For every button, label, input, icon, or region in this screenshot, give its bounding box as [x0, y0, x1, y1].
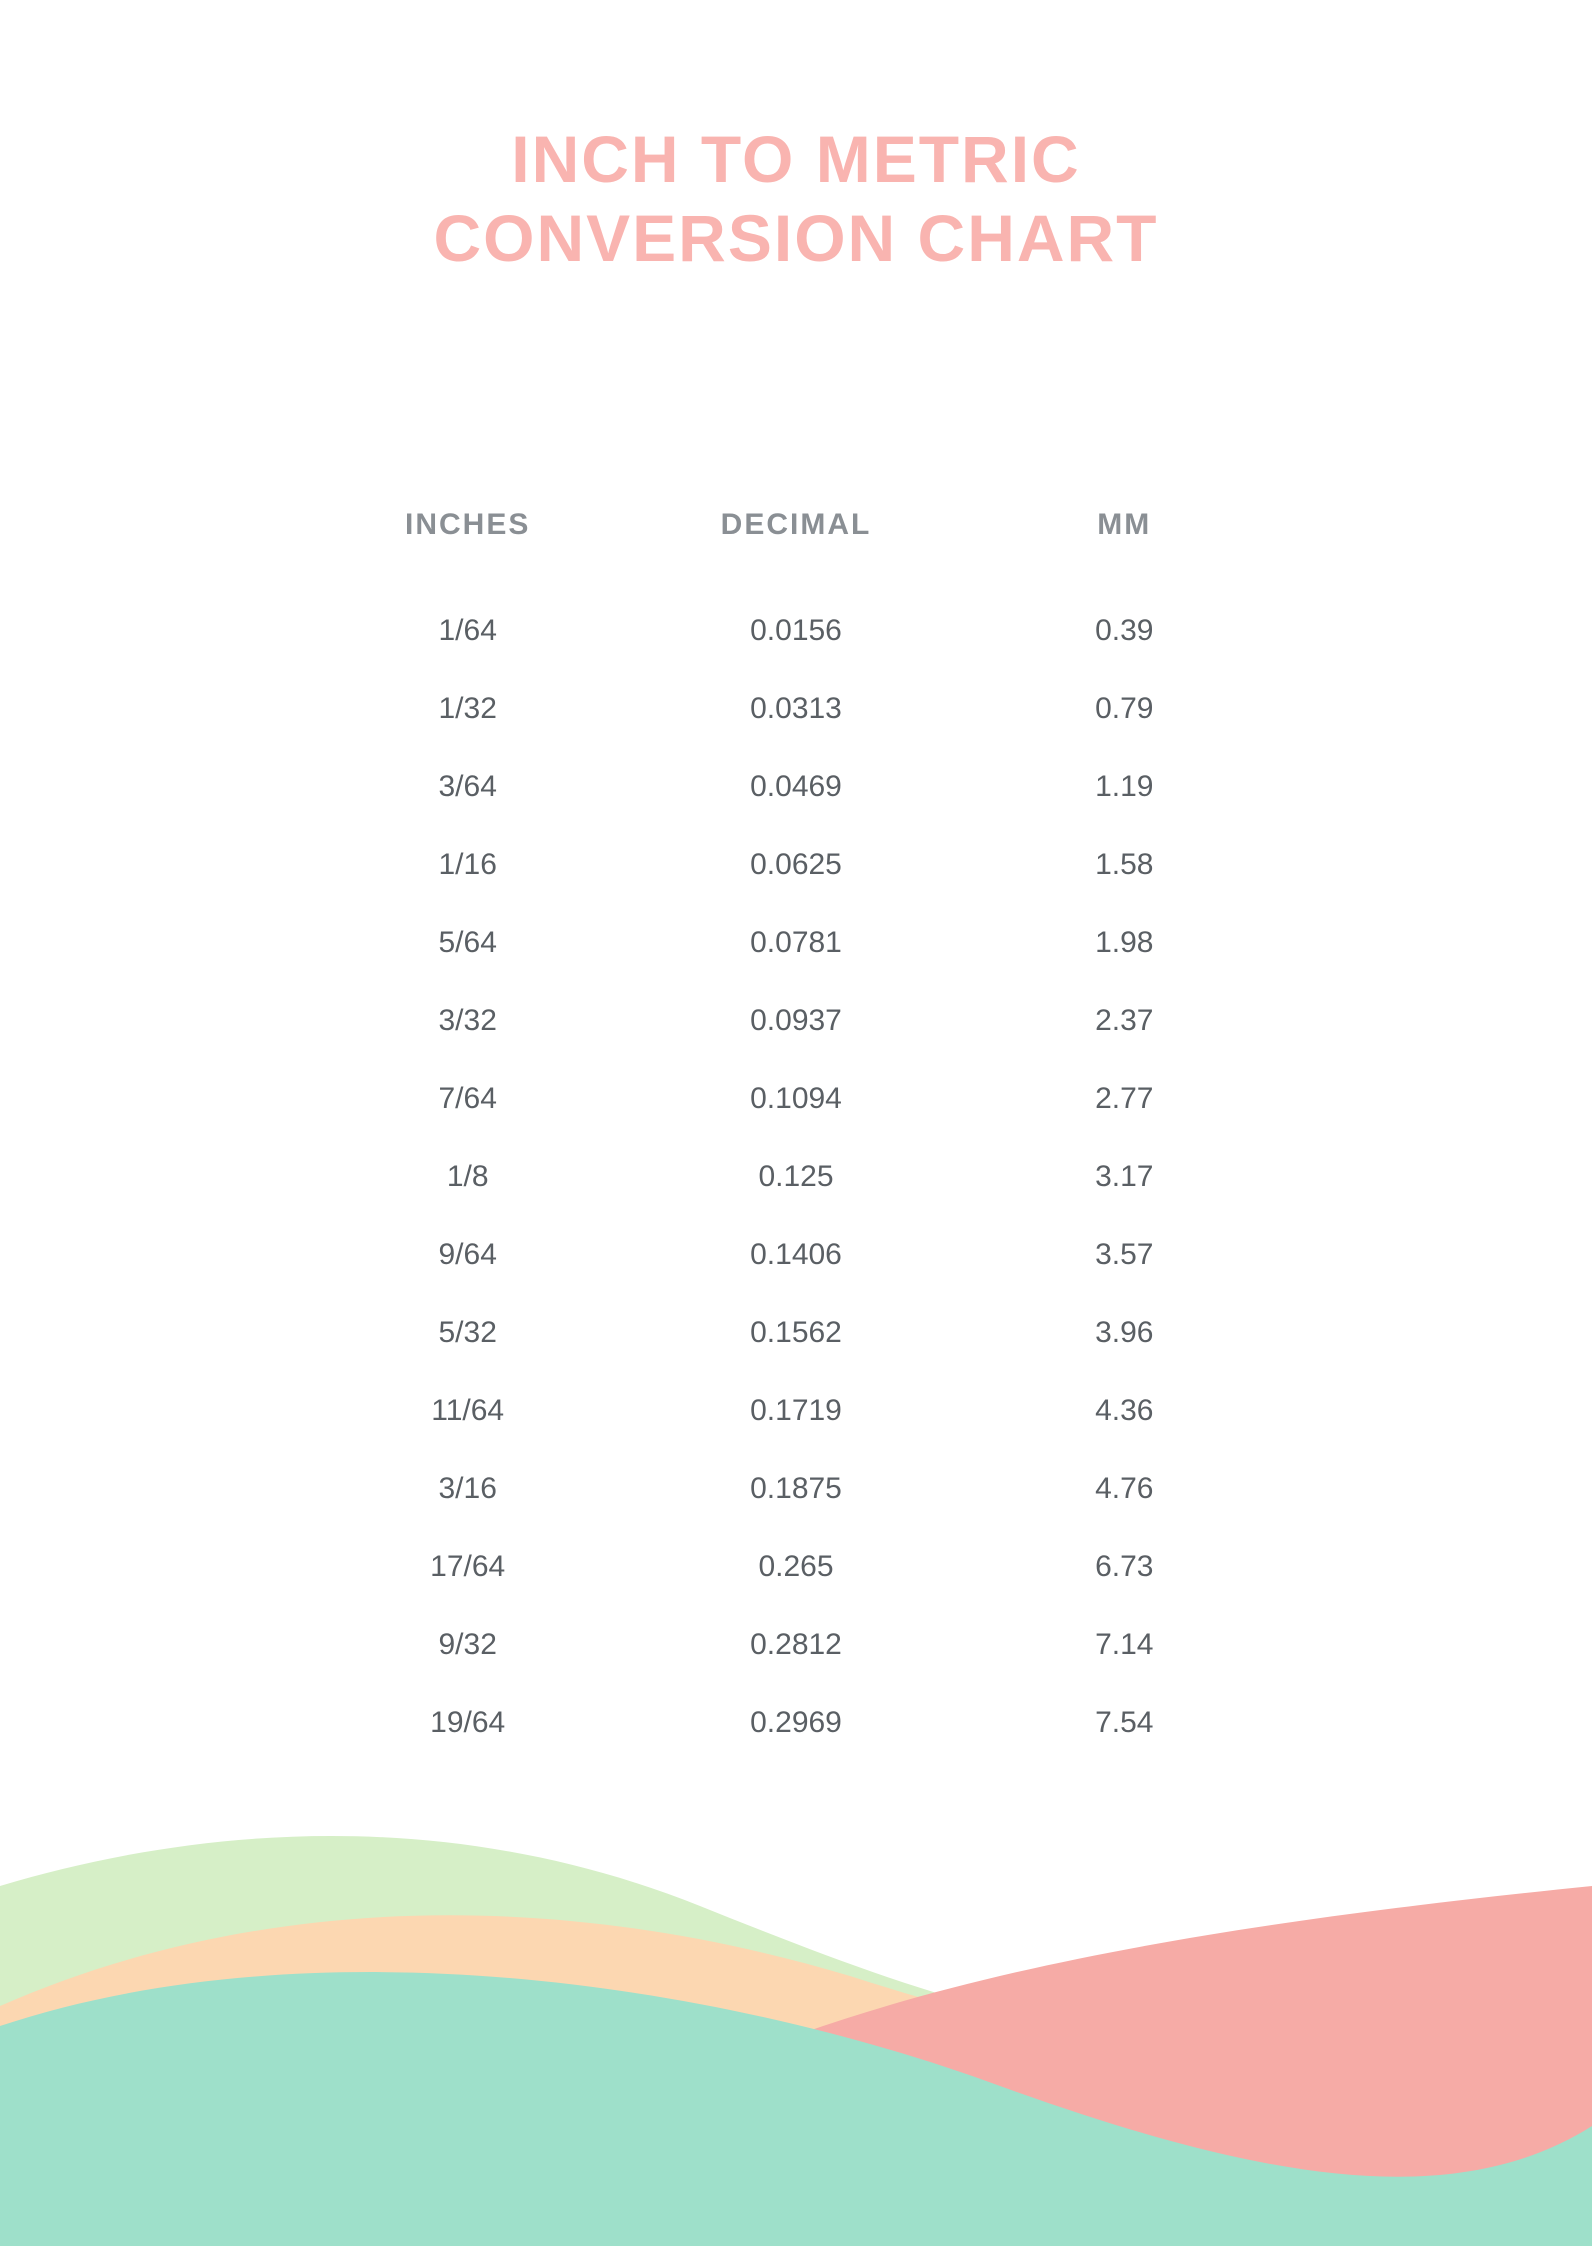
table-cell: 3.57 — [963, 1238, 1286, 1272]
table-cell: 1.19 — [963, 770, 1286, 804]
table-cell: 0.1562 — [634, 1316, 957, 1350]
table-cell: 1/16 — [306, 848, 629, 882]
table-cell: 0.0937 — [634, 1004, 957, 1038]
wave-green — [0, 1836, 1592, 2246]
table-cell: 0.0625 — [634, 848, 957, 882]
table-cell: 0.125 — [634, 1160, 957, 1194]
table-cell: 1/32 — [306, 692, 629, 726]
header-mm: MM — [963, 508, 1286, 542]
table-cell: 3.96 — [963, 1316, 1286, 1350]
table-cell: 2.77 — [963, 1082, 1286, 1116]
conversion-table: INCHES DECIMAL MM 1/640.01560.391/320.03… — [266, 508, 1326, 1762]
header-decimal: DECIMAL — [634, 508, 957, 542]
table-cell: 3/16 — [306, 1472, 629, 1506]
wave-teal — [0, 1972, 1592, 2246]
table-body: 1/640.01560.391/320.03130.793/640.04691.… — [266, 592, 1326, 1762]
table-cell: 4.76 — [963, 1472, 1286, 1506]
table-row: 3/320.09372.37 — [266, 982, 1326, 1060]
table-row: 5/640.07811.98 — [266, 904, 1326, 982]
table-cell: 1.58 — [963, 848, 1286, 882]
table-cell: 0.1406 — [634, 1238, 957, 1272]
table-cell: 0.2969 — [634, 1706, 957, 1740]
title-line-2: CONVERSION CHART — [433, 201, 1158, 275]
table-cell: 2.37 — [963, 1004, 1286, 1038]
table-cell: 0.0781 — [634, 926, 957, 960]
table-cell: 6.73 — [963, 1550, 1286, 1584]
table-cell: 1.98 — [963, 926, 1286, 960]
table-cell: 0.79 — [963, 692, 1286, 726]
table-row: 3/640.04691.19 — [266, 748, 1326, 826]
title-line-1: INCH TO METRIC — [511, 122, 1080, 196]
table-cell: 7/64 — [306, 1082, 629, 1116]
wave-pink — [400, 1886, 1592, 2246]
table-header-row: INCHES DECIMAL MM — [266, 508, 1326, 592]
table-row: 9/640.14063.57 — [266, 1216, 1326, 1294]
table-cell: 0.39 — [963, 614, 1286, 648]
table-row: 1/640.01560.39 — [266, 592, 1326, 670]
table-cell: 0.265 — [634, 1550, 957, 1584]
table-cell: 0.0469 — [634, 770, 957, 804]
page: INCH TO METRIC CONVERSION CHART INCHES D… — [0, 0, 1592, 2246]
table-row: 9/320.28127.14 — [266, 1606, 1326, 1684]
table-row: 1/80.1253.17 — [266, 1138, 1326, 1216]
table-cell: 9/64 — [306, 1238, 629, 1272]
table-cell: 7.14 — [963, 1628, 1286, 1662]
table-cell: 3/32 — [306, 1004, 629, 1038]
table-cell: 3/64 — [306, 770, 629, 804]
table-cell: 0.0313 — [634, 692, 957, 726]
table-row: 7/640.10942.77 — [266, 1060, 1326, 1138]
table-cell: 17/64 — [306, 1550, 629, 1584]
table-row: 19/640.29697.54 — [266, 1684, 1326, 1762]
table-row: 1/160.06251.58 — [266, 826, 1326, 904]
table-cell: 5/32 — [306, 1316, 629, 1350]
table-cell: 0.2812 — [634, 1628, 957, 1662]
header-inches: INCHES — [306, 508, 629, 542]
table-cell: 11/64 — [306, 1394, 629, 1428]
table-row: 17/640.2656.73 — [266, 1528, 1326, 1606]
table-cell: 19/64 — [306, 1706, 629, 1740]
table-cell: 3.17 — [963, 1160, 1286, 1194]
table-cell: 0.1875 — [634, 1472, 957, 1506]
table-cell: 1/64 — [306, 614, 629, 648]
table-cell: 0.1719 — [634, 1394, 957, 1428]
table-row: 3/160.18754.76 — [266, 1450, 1326, 1528]
table-cell: 4.36 — [963, 1394, 1286, 1428]
table-cell: 1/8 — [306, 1160, 629, 1194]
table-cell: 7.54 — [963, 1706, 1286, 1740]
table-cell: 0.1094 — [634, 1082, 957, 1116]
table-row: 5/320.15623.96 — [266, 1294, 1326, 1372]
wave-peach — [0, 1915, 1592, 2246]
table-row: 11/640.17194.36 — [266, 1372, 1326, 1450]
table-cell: 9/32 — [306, 1628, 629, 1662]
table-cell: 5/64 — [306, 926, 629, 960]
page-title: INCH TO METRIC CONVERSION CHART — [0, 0, 1592, 278]
table-row: 1/320.03130.79 — [266, 670, 1326, 748]
decorative-waves — [0, 1746, 1592, 2246]
table-cell: 0.0156 — [634, 614, 957, 648]
